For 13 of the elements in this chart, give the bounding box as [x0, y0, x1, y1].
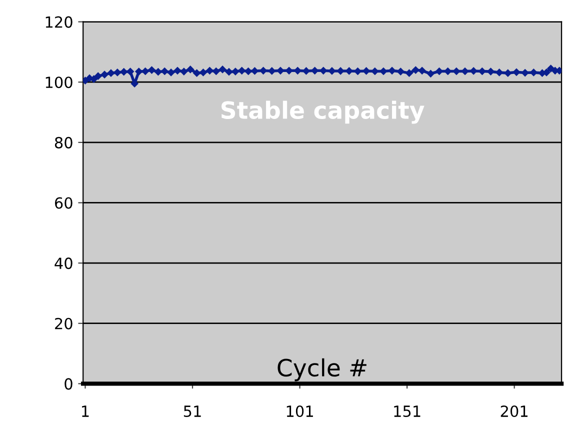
- x-tick-label: 201: [500, 405, 528, 418]
- x-tick-label: 1: [82, 406, 89, 417]
- y-tick-label: 20: [55, 318, 72, 330]
- y-tick-label: 40: [54, 258, 72, 270]
- y-tick-label: 120: [46, 16, 72, 28]
- x-tick-label: 151: [394, 406, 420, 418]
- y-tick-label: 0: [64, 378, 72, 390]
- x-tick-label: 101: [286, 405, 313, 418]
- x-tick-label: 51: [184, 406, 201, 418]
- x-axis-title: Cycle #: [278, 358, 366, 382]
- y-tick-label: 80: [54, 136, 72, 148]
- y-tick-label: 60: [54, 197, 72, 209]
- y-tick-label: 100: [46, 76, 72, 88]
